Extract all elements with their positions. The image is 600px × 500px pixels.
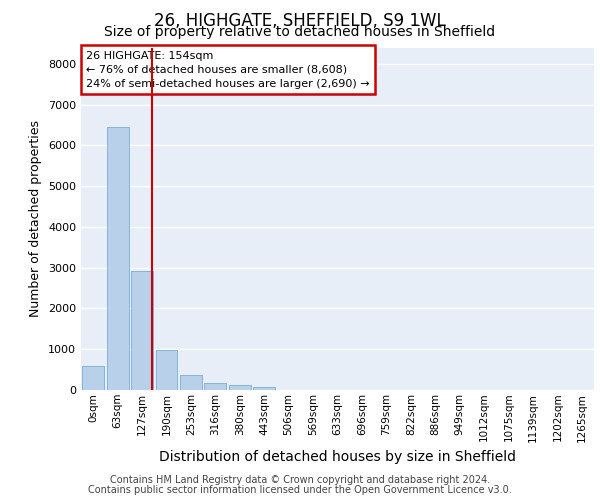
Bar (180, 374, 202, 390)
Text: 26, HIGHGATE, SHEFFIELD, S9 1WL: 26, HIGHGATE, SHEFFIELD, S9 1WL (154, 12, 446, 30)
Text: Size of property relative to detached houses in Sheffield: Size of property relative to detached ho… (104, 25, 496, 39)
Bar (253, 386, 275, 390)
Bar (107, 127, 128, 390)
Bar (82, 366, 104, 390)
Text: Contains public sector information licensed under the Open Government Licence v3: Contains public sector information licen… (88, 485, 512, 495)
Bar (155, 350, 178, 390)
Text: 26 HIGHGATE: 154sqm
← 76% of detached houses are smaller (8,608)
24% of semi-det: 26 HIGHGATE: 154sqm ← 76% of detached ho… (86, 51, 370, 89)
X-axis label: Distribution of detached houses by size in Sheffield: Distribution of detached houses by size … (159, 450, 516, 464)
Bar (229, 384, 251, 390)
Y-axis label: Number of detached properties: Number of detached properties (29, 120, 43, 318)
Bar (205, 383, 226, 390)
Bar (131, 271, 153, 390)
Text: Contains HM Land Registry data © Crown copyright and database right 2024.: Contains HM Land Registry data © Crown c… (110, 475, 490, 485)
